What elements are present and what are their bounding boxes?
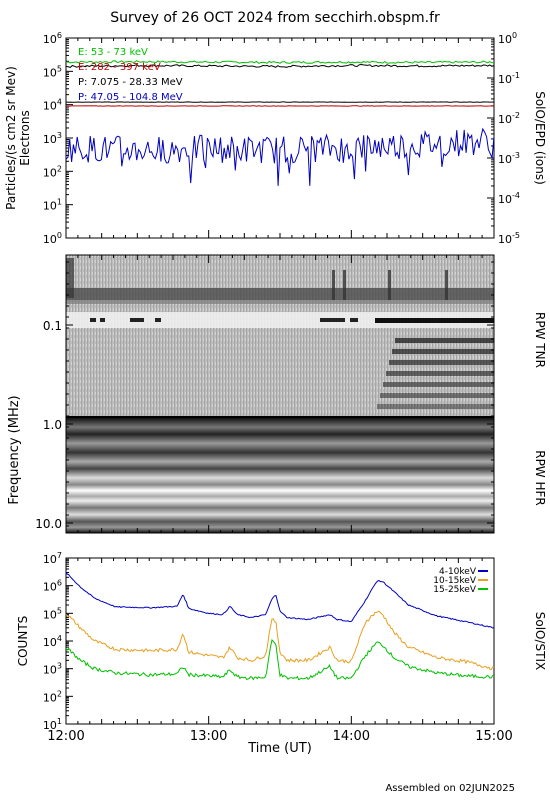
tnr-bright-band bbox=[66, 312, 494, 328]
time-tick-label: 14:00 bbox=[333, 729, 370, 744]
time-tick-label: 12:00 bbox=[47, 729, 84, 744]
tnr-dark-band bbox=[66, 288, 494, 300]
tnr-type3-harmonic bbox=[392, 349, 494, 354]
particles-left-ticks: 100 101 102 103 104 105 106 bbox=[43, 31, 73, 246]
time-tick-label: 13:00 bbox=[190, 729, 227, 744]
tnr-streak bbox=[445, 270, 448, 300]
particle-series-line bbox=[65, 63, 495, 68]
hfr-right-label: RPW HFR bbox=[533, 450, 547, 506]
radio-ylabel: Frequency (MHz) bbox=[7, 395, 22, 504]
tnr-band-edge bbox=[66, 300, 494, 304]
stix-frame bbox=[65, 557, 495, 725]
radio-time-ticks bbox=[65, 255, 495, 533]
stix-series bbox=[65, 571, 495, 681]
y-tick-label: 103 bbox=[43, 662, 62, 677]
tnr-burst-segment bbox=[130, 318, 144, 322]
y-tick-label: 104 bbox=[43, 98, 62, 113]
epd-right-label: SolO/EPD (ions) bbox=[533, 91, 547, 185]
legend-entry: E: 53 - 73 keV bbox=[78, 47, 148, 58]
frequency-tick-label: 0.1 bbox=[43, 319, 62, 333]
tnr-type3-harmonic bbox=[377, 404, 494, 409]
stix-panel: 101 102 103 104 105 106 107 12:00 13:00 14:00 15:… bbox=[16, 551, 547, 756]
tnr-burst-line bbox=[375, 318, 494, 323]
figure-title: Survey of 26 OCT 2024 from secchirh.obsp… bbox=[110, 10, 440, 26]
tnr-burst-segment bbox=[100, 318, 105, 322]
y-tick-label: 106 bbox=[43, 31, 62, 46]
assembled-note: Assembled on 02JUN2025 bbox=[385, 783, 515, 794]
radio-panel: 0.1 1.0 10.0 Frequency (MHz) RPW TNR RPW H… bbox=[7, 254, 547, 534]
y-tick-label: 107 bbox=[43, 551, 62, 566]
tnr-features bbox=[66, 258, 494, 419]
tnr-type3-harmonic bbox=[389, 360, 494, 365]
y-tick-label: 103 bbox=[43, 131, 62, 146]
stix-right-label: SolO/STIX bbox=[533, 612, 547, 671]
tnr-streak bbox=[66, 258, 74, 298]
tnr-streak bbox=[388, 270, 391, 300]
y-tick-label: 100 bbox=[43, 231, 62, 246]
particle-series-line bbox=[65, 127, 495, 186]
y-tick-label: 105 bbox=[43, 606, 62, 621]
time-axis-label: Time (UT) bbox=[247, 741, 312, 756]
tnr-burst-segment bbox=[90, 318, 96, 322]
particles-time-ticks bbox=[65, 38, 495, 238]
frequency-tick-label: 10.0 bbox=[35, 517, 62, 531]
stix-series-line bbox=[65, 638, 495, 681]
particles-right-ticks: 10-5 10-4 10-3 10-2 10-1 100 bbox=[487, 31, 520, 246]
tnr-burst-segment bbox=[320, 318, 345, 322]
y-tick-label: 105 bbox=[43, 64, 62, 79]
tnr-type3-harmonic bbox=[386, 371, 494, 376]
tnr-streak bbox=[332, 270, 335, 300]
stix-time-ticks: 12:00 13:00 14:00 15:00 bbox=[47, 558, 513, 744]
y2-tick-label: 10-2 bbox=[498, 111, 520, 126]
radio-frequency-ticks: 0.1 1.0 10.0 bbox=[35, 261, 494, 531]
time-tick-label: 15:00 bbox=[475, 729, 512, 744]
y-tick-label: 104 bbox=[43, 634, 62, 649]
y2-tick-label: 10-3 bbox=[498, 151, 520, 166]
tnr-type3-harmonic bbox=[395, 338, 494, 343]
particles-legend: E: 53 - 73 keV E: 282 - 397 keV P: 7.075 -… bbox=[78, 47, 183, 103]
tnr-streak bbox=[343, 270, 346, 300]
y2-tick-label: 10-5 bbox=[498, 231, 520, 246]
tnr-hfr-boundary bbox=[66, 416, 494, 419]
particles-series bbox=[65, 60, 495, 186]
stix-legend-entry: 4-10keV bbox=[439, 567, 477, 577]
y-tick-label: 101 bbox=[43, 717, 62, 732]
y2-tick-label: 100 bbox=[498, 31, 517, 46]
tnr-right-label: RPW TNR bbox=[533, 312, 547, 368]
legend-entry: P: 47.05 - 104.8 MeV bbox=[78, 92, 183, 103]
particles-ylabel: Particles/(s cm2 sr Mev) bbox=[4, 66, 18, 210]
y2-tick-label: 10-4 bbox=[498, 191, 520, 206]
y-tick-label: 102 bbox=[43, 164, 62, 179]
legend-entry: P: 7.075 - 28.33 MeV bbox=[78, 77, 183, 88]
tnr-type3-harmonic bbox=[380, 393, 494, 398]
frequency-tick-label: 1.0 bbox=[43, 418, 62, 432]
stix-legend-entry: 15-25keV bbox=[433, 585, 477, 595]
stix-legend-entry: 10-15keV bbox=[433, 576, 477, 586]
tnr-burst-segment bbox=[155, 318, 161, 322]
legend-entry: E: 282 - 397 keV bbox=[78, 62, 161, 73]
particle-series-line bbox=[65, 60, 495, 64]
y-tick-label: 101 bbox=[43, 198, 62, 213]
y2-tick-label: 10-1 bbox=[498, 71, 520, 86]
y-tick-label: 102 bbox=[43, 689, 62, 704]
stix-series-line bbox=[65, 571, 495, 629]
tnr-background bbox=[66, 255, 494, 418]
tnr-burst-segment bbox=[350, 318, 358, 322]
stix-series-line bbox=[65, 610, 494, 671]
y-tick-label: 106 bbox=[43, 579, 62, 594]
particles-ylabel-electrons: Electrons bbox=[18, 110, 32, 165]
stix-count-ticks: 101 102 103 104 105 106 107 bbox=[43, 551, 73, 732]
tnr-type3-harmonic bbox=[383, 382, 494, 387]
stix-ylabel: COUNTS bbox=[16, 616, 30, 667]
hfr-background bbox=[66, 418, 494, 533]
